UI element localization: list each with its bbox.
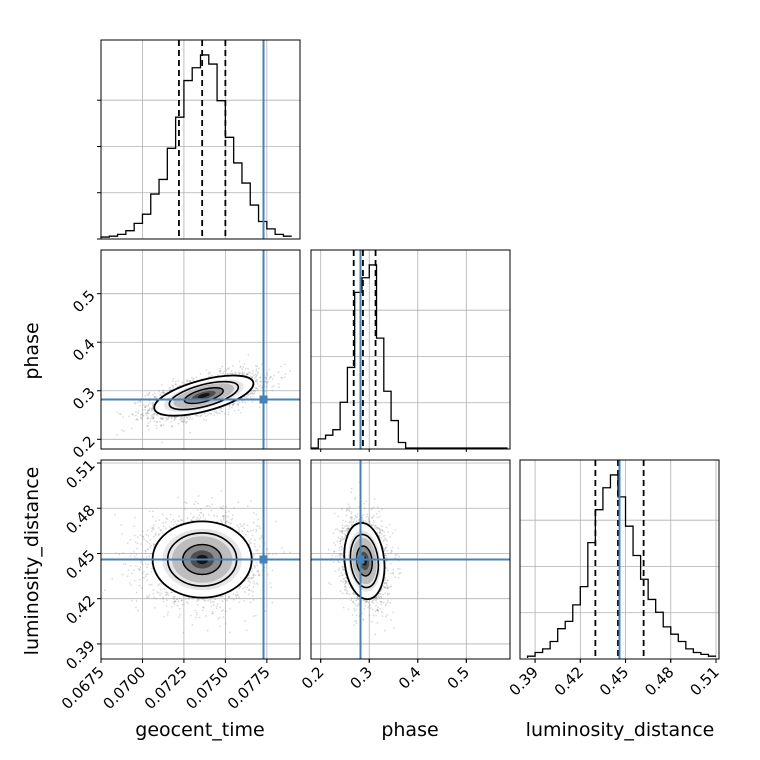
density-fill [197, 393, 210, 399]
y-tick-label-luminosity-distance: 0.42 [62, 592, 98, 628]
hist-panel-geocent-time [97, 39, 301, 240]
xlabel-luminosity-distance: luminosity_distance [526, 719, 715, 741]
x-tick-label-geocent-time: 0.0700 [99, 663, 149, 713]
truth-marker [259, 395, 268, 404]
truth-marker [356, 555, 365, 564]
ylabel-phase: phase [21, 322, 43, 379]
y-tick-label-luminosity-distance: 0.48 [62, 501, 98, 537]
xlabel-geocent-time: geocent_time [135, 719, 264, 741]
panel-frame [100, 249, 301, 450]
x-tick-label-luminosity-distance: 0.45 [596, 663, 632, 699]
contour-line [183, 387, 224, 405]
y-tick-label-phase: 0.4 [69, 335, 99, 365]
panel-frame [519, 459, 720, 660]
panel-bg [101, 40, 300, 239]
x-tick-label-phase: 0.5 [444, 663, 474, 693]
x-tick-label-phase: 0.4 [395, 663, 425, 693]
histogram-phase [311, 264, 508, 449]
panel-bg [311, 250, 510, 449]
ylabel-luminosity-distance: luminosity_distance [21, 467, 43, 656]
x-tick-label-geocent-time: 0.0725 [141, 663, 191, 713]
panel-frame [100, 459, 301, 660]
x-tick-label-geocent-time: 0.0775 [224, 663, 274, 713]
x-tick-label-luminosity-distance: 0.39 [506, 663, 542, 699]
panel-frame [310, 249, 511, 450]
panel-frame [100, 39, 301, 240]
histogram-luminosity-distance [526, 474, 716, 658]
x-tick-label-luminosity-distance: 0.51 [686, 663, 722, 699]
y-tick-label-phase: 0.5 [69, 287, 99, 317]
y-tick-label-luminosity-distance: 0.45 [62, 546, 98, 582]
x-tick-label-geocent-time: 0.0750 [182, 663, 232, 713]
contour-line [168, 380, 240, 411]
histogram-geocent-time [100, 54, 292, 238]
x-tick-label-phase: 0.3 [346, 663, 376, 693]
density-panel-phase-vs-geocent-time [100, 249, 301, 450]
hist-panel-luminosity-distance [519, 459, 720, 660]
density-panel-luminosity-distance-vs-phase [310, 459, 511, 660]
panel-bg [101, 250, 300, 449]
y-tick-label-luminosity-distance: 0.51 [62, 456, 98, 492]
density-panel-luminosity-distance-vs-geocent-time [100, 459, 301, 660]
x-tick-label-phase: 0.2 [298, 663, 328, 693]
truth-marker [259, 555, 268, 564]
x-tick-label-luminosity-distance: 0.48 [641, 663, 677, 699]
xlabel-phase: phase [381, 719, 438, 741]
x-tick-label-geocent-time: 0.0675 [58, 663, 108, 713]
hist-panel-phase [310, 249, 511, 450]
y-tick-label-phase: 0.3 [69, 384, 99, 414]
panel-frame [310, 459, 511, 660]
contour-line [153, 374, 255, 417]
x-tick-label-luminosity-distance: 0.42 [551, 663, 587, 699]
